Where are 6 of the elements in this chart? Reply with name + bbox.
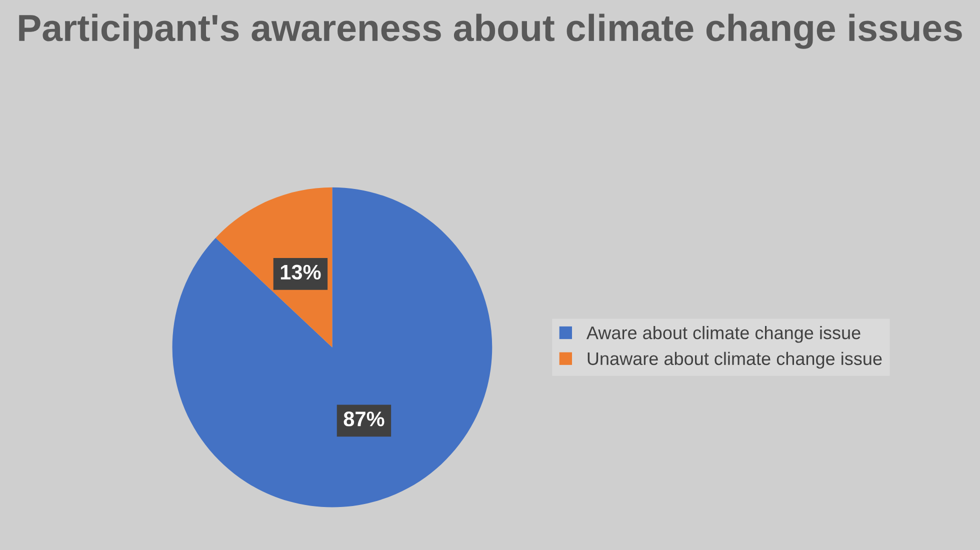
data-label: 87% bbox=[344, 412, 384, 426]
legend-label: Aware about climate change issue bbox=[586, 326, 860, 343]
data-label: 13% bbox=[280, 264, 321, 280]
chart-title: Participant's awareness about climate change issues bbox=[19, 14, 962, 49]
pie-slice bbox=[172, 187, 492, 508]
legend-label: Unaware about climate change issue bbox=[588, 352, 882, 369]
